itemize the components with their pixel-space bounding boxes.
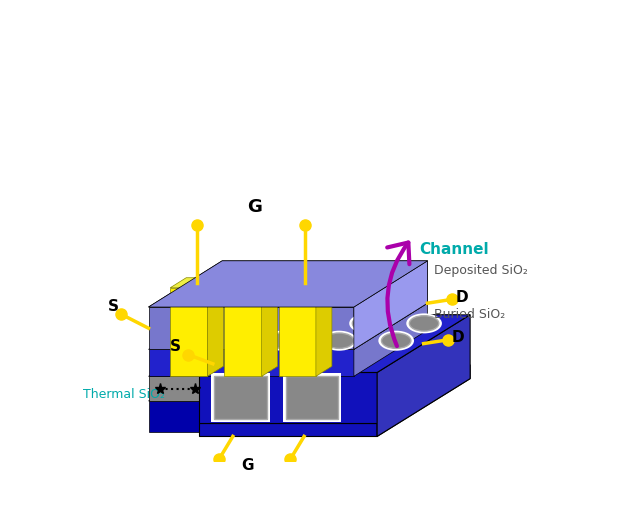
Polygon shape — [261, 278, 278, 376]
Polygon shape — [149, 376, 354, 401]
Ellipse shape — [352, 315, 382, 331]
Text: Deposited SiO₂: Deposited SiO₂ — [433, 264, 527, 277]
Text: G: G — [241, 458, 254, 473]
Polygon shape — [278, 288, 316, 376]
Polygon shape — [149, 355, 428, 401]
Ellipse shape — [324, 333, 354, 349]
Polygon shape — [199, 423, 377, 436]
Text: Buried SiO₂: Buried SiO₂ — [433, 308, 505, 321]
Polygon shape — [224, 288, 261, 376]
Polygon shape — [377, 315, 470, 436]
Text: Thermal SiO₂: Thermal SiO₂ — [83, 388, 164, 401]
Polygon shape — [285, 376, 338, 419]
Polygon shape — [377, 365, 470, 436]
Polygon shape — [211, 373, 270, 422]
Polygon shape — [170, 288, 207, 376]
Ellipse shape — [292, 313, 328, 334]
Text: S: S — [170, 339, 181, 354]
Polygon shape — [224, 278, 278, 288]
Ellipse shape — [321, 330, 357, 351]
Polygon shape — [149, 401, 354, 432]
Polygon shape — [149, 307, 354, 349]
Polygon shape — [149, 261, 428, 307]
Polygon shape — [207, 278, 224, 376]
Polygon shape — [354, 261, 428, 349]
Ellipse shape — [349, 313, 385, 334]
Text: G: G — [248, 198, 262, 216]
Polygon shape — [149, 330, 428, 376]
Ellipse shape — [295, 315, 324, 331]
Ellipse shape — [265, 330, 300, 351]
Polygon shape — [354, 303, 428, 376]
Polygon shape — [149, 261, 428, 307]
Text: D: D — [455, 290, 468, 305]
Ellipse shape — [406, 313, 442, 334]
Polygon shape — [170, 278, 224, 288]
Ellipse shape — [382, 333, 411, 349]
Text: Channel: Channel — [420, 241, 490, 256]
Text: D: D — [452, 330, 464, 345]
Polygon shape — [316, 278, 332, 376]
Polygon shape — [354, 330, 428, 401]
Polygon shape — [149, 349, 354, 376]
Ellipse shape — [379, 330, 414, 351]
Polygon shape — [354, 355, 428, 432]
Polygon shape — [283, 373, 341, 422]
Text: S: S — [108, 299, 119, 314]
Polygon shape — [149, 303, 428, 349]
Polygon shape — [354, 261, 428, 349]
FancyArrowPatch shape — [387, 242, 410, 346]
Polygon shape — [199, 315, 470, 372]
Polygon shape — [214, 376, 267, 419]
Polygon shape — [278, 278, 332, 288]
Ellipse shape — [267, 333, 297, 349]
Polygon shape — [199, 372, 377, 423]
Ellipse shape — [410, 315, 439, 331]
